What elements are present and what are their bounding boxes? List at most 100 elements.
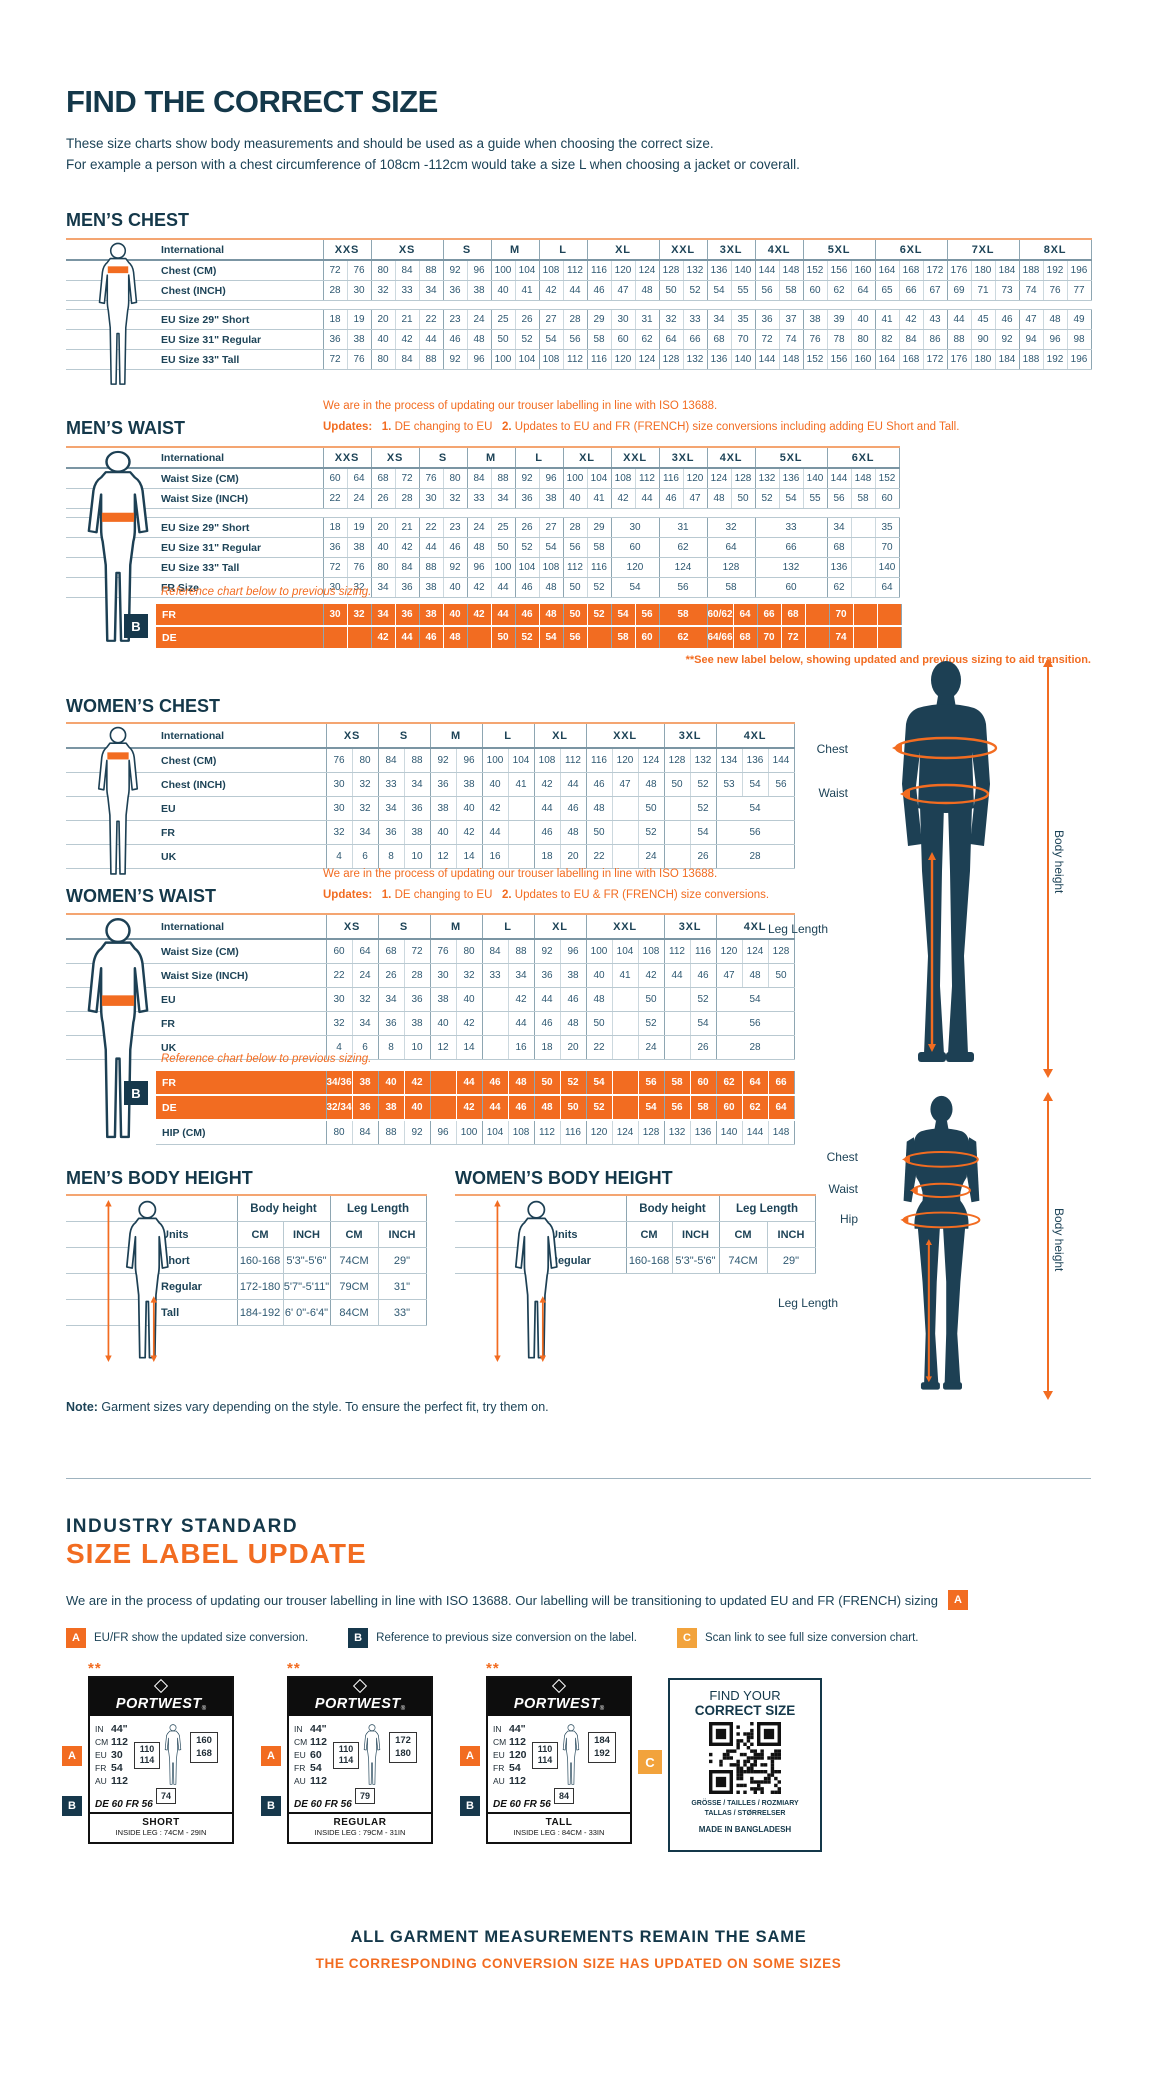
table-cell: 46 [690, 963, 717, 988]
table-cell: 84 [378, 748, 405, 773]
card-header: PORTWEST ® [90, 1678, 232, 1716]
table-cell: 42 [638, 963, 665, 988]
table-cell: 56 [563, 329, 588, 350]
rect [777, 1770, 781, 1774]
table-cell: 172 [923, 349, 948, 370]
rect [760, 1756, 764, 1760]
g [902, 661, 990, 1062]
g [900, 1155, 932, 1383]
card-field-row: EU 60 [294, 1747, 431, 1761]
table-cell: 92 [443, 557, 468, 578]
use [514, 1200, 558, 1359]
table-cell: 23 [443, 517, 468, 538]
leg-measure-box: 74 [156, 1788, 176, 1804]
previous-sizes-line: DE 60 FR 56 [294, 1799, 352, 1810]
g [892, 743, 936, 1052]
table-cell: 48 [586, 796, 613, 821]
field-value: 112 [310, 1736, 327, 1748]
table-cell: 40 [443, 577, 468, 598]
table-cell: 64 [768, 1095, 795, 1121]
table-cell: 30 [430, 963, 457, 988]
table-cell: 42 [611, 488, 636, 509]
table-cell: 40 [371, 537, 396, 558]
rect [733, 1763, 737, 1767]
table-cell: 68 [707, 329, 732, 350]
table-cell: 124 [659, 557, 708, 578]
size-column-header: 8XL [1019, 239, 1092, 261]
rect [743, 1763, 747, 1767]
table-cell: 38 [430, 987, 457, 1012]
table-cell: 132 [683, 260, 708, 281]
table-cell: 18 [534, 1035, 561, 1060]
badge-a: A [66, 1628, 86, 1648]
bh-value-cell: 5'3"-5'6" [283, 1247, 331, 1274]
size-table: International XS S M L XL XXL 3XL 4XL Chest (CM) 7… [66, 722, 795, 869]
mens-ref-note: Reference chart below to previous sizing… [161, 586, 372, 598]
rect [743, 1742, 747, 1746]
bh-group-header: Body height [237, 1195, 331, 1222]
table-cell: 35 [875, 517, 900, 538]
rect [739, 1739, 744, 1743]
table-cell: 42 [371, 626, 396, 650]
rect [943, 1382, 962, 1390]
rect [777, 1749, 781, 1753]
table-cell: 60 [716, 1095, 743, 1121]
rect [743, 1752, 747, 1757]
field-value: 112 [509, 1736, 526, 1748]
row-label: EU Size 33" Tall [66, 349, 324, 370]
size-column-header: 3XL [659, 447, 708, 469]
table-cell: 27 [539, 517, 564, 538]
rect [750, 1770, 754, 1774]
table-cell: 20 [560, 844, 587, 869]
chest-band [107, 266, 129, 274]
row-label: UK [66, 844, 327, 869]
table-cell: 68 [733, 626, 758, 650]
table-cell: 46 [560, 796, 587, 821]
table-cell: 100 [491, 260, 516, 281]
table-cell: 14 [456, 844, 483, 869]
registered-mark: ® [599, 1706, 605, 1712]
table-cell: 128 [638, 1120, 665, 1145]
table-cell [664, 987, 691, 1012]
table-cell: 54 [586, 1071, 613, 1096]
rect [739, 1752, 744, 1757]
table-cell: 19 [347, 309, 372, 330]
footer-line-2: THE CORRESPONDING CONVERSION SIZE HAS UP… [315, 1956, 842, 1971]
rect [736, 1742, 740, 1746]
table-cell: 120 [611, 260, 636, 281]
table-cell: 192 [1043, 349, 1068, 370]
height-box-value: 180 [395, 1748, 411, 1759]
table-cell: 108 [539, 260, 564, 281]
table-cell: 64 [742, 1071, 769, 1096]
table-cell: 98 [1067, 329, 1092, 350]
polygon [892, 743, 902, 753]
size-column-header: XXL [611, 447, 660, 469]
table-cell: 120 [612, 748, 639, 773]
table-row: EU Size 31" Regular 36 38 40 42 44 46 48 50 52 54 5… [66, 329, 1092, 350]
rect [750, 1780, 754, 1784]
rect [736, 1725, 740, 1729]
female-chest-label: Chest [826, 1150, 858, 1164]
table-cell: 38 [352, 1071, 379, 1096]
table-cell: 124 [612, 1120, 639, 1145]
table-cell: 52 [587, 604, 612, 627]
portwest-diamond-icon [153, 1678, 169, 1694]
rect [757, 1770, 761, 1774]
table-cell: 41 [612, 963, 639, 988]
table-cell: 27 [539, 309, 564, 330]
table-cell: 172 [923, 260, 948, 281]
table-cell: 84 [899, 329, 924, 350]
rect [770, 1752, 775, 1757]
table-cell: 58 [664, 1071, 691, 1096]
card-stars: ** [88, 1660, 102, 1677]
table-cell: 60 [326, 939, 353, 964]
table-cell: 50 [768, 963, 795, 988]
table-header-row: International XS S M L XL XXL 3XL 4XL [66, 723, 795, 749]
table-cell: 76 [430, 939, 457, 964]
table-cell [508, 844, 535, 869]
table-cell: 124 [707, 468, 732, 489]
update-text: Updates to EU and FR (FRENCH) size conve… [514, 421, 960, 433]
mens-body-height-figure-icon [105, 1200, 169, 1362]
table-cell: 104 [515, 349, 540, 370]
table-cell: 40 [378, 1071, 405, 1096]
